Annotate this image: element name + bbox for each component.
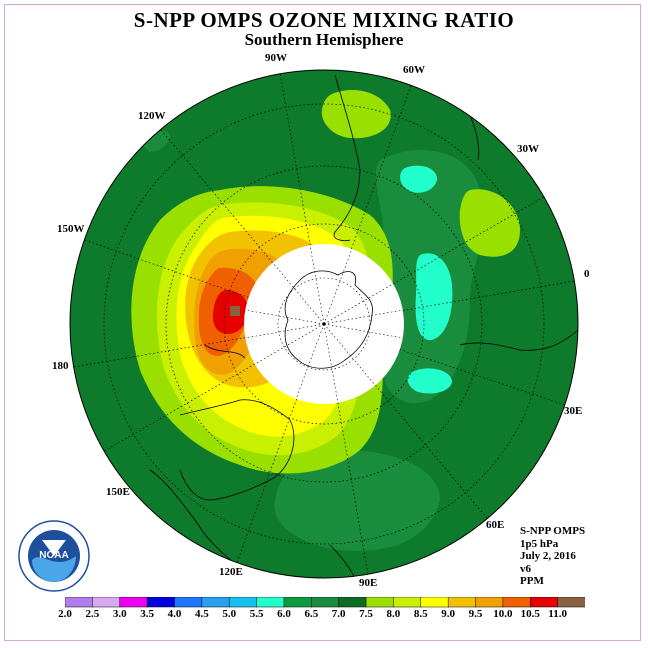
lon-label-30e: 30E xyxy=(564,405,583,417)
colorbar-swatch-6 xyxy=(228,597,258,608)
colorbar-swatch-0 xyxy=(65,597,94,608)
south-america-coast xyxy=(333,74,361,242)
colorbar-tick-label: 3.0 xyxy=(112,608,127,620)
level-6.0-spot-3 xyxy=(407,368,452,394)
colorbar-swatch-4 xyxy=(174,597,203,608)
lon-label-180: 180 xyxy=(52,360,69,372)
lon-label-150e: 150E xyxy=(106,486,130,498)
info-date: July 2, 2016 xyxy=(520,550,576,562)
map-title: S-NPP OMPS OZONE MIXING RATIO xyxy=(133,8,515,32)
level-6.0-spot-2 xyxy=(415,253,453,341)
noaa-logo-text: NOAA xyxy=(39,550,68,561)
colorbar-tick-label: 4.0 xyxy=(167,608,182,620)
info-version: v6 xyxy=(520,562,531,575)
lon-label-120e: 120E xyxy=(219,566,243,578)
colorbar-swatch-18 xyxy=(557,597,585,608)
colorbar-tick-label: 11.0 xyxy=(548,608,567,620)
new-zealand-coast xyxy=(204,344,246,359)
colorbar-tick-label: 9.5 xyxy=(468,608,483,620)
colorbar-tick-label: 2.5 xyxy=(85,608,100,620)
colorbar-tick-label: 3.5 xyxy=(140,608,154,620)
level-6.5-north-region xyxy=(274,450,440,551)
south-pole-marker xyxy=(322,322,326,326)
info-level: 1p5 hPa xyxy=(520,537,559,550)
level-11.0-spot xyxy=(230,306,240,316)
colorbar-tick-label: 6.5 xyxy=(304,608,319,620)
lon-label-150w: 150W xyxy=(57,223,85,235)
colorbar-swatch-5 xyxy=(201,597,230,608)
lon-label-60w: 60W xyxy=(403,64,425,76)
india-coast xyxy=(329,544,361,578)
colorbar-tick-label: 10.0 xyxy=(493,608,513,620)
polar-graticule xyxy=(244,244,404,404)
colorbar-swatch-8 xyxy=(283,597,313,608)
colorbar-swatch-17 xyxy=(530,597,559,608)
colorbar-tick-label: 7.0 xyxy=(331,608,346,620)
colorbar-tick-label: 5.5 xyxy=(249,608,264,620)
colorbar-swatch-15 xyxy=(475,597,504,608)
map-boundary xyxy=(69,69,579,579)
info-block: S-NPP OMPS 1p5 hPa July 2, 2016 v6 PPM xyxy=(520,525,585,588)
colorbar-swatch-16 xyxy=(502,597,532,608)
lon-label-60e: 60E xyxy=(486,519,505,531)
colorbar-swatch-11 xyxy=(365,597,395,608)
lon-label-120w: 120W xyxy=(138,110,166,122)
level-7.5-south-america-patch xyxy=(321,90,391,139)
colorbar-swatch-1 xyxy=(92,597,121,608)
colorbar-tick-label: 5.0 xyxy=(222,608,237,620)
colorbar-tick-label: 9.0 xyxy=(441,608,456,620)
colorbar-tick-label: 4.5 xyxy=(194,608,209,620)
colorbar-tick-label: 8.0 xyxy=(386,608,401,620)
colorbar-swatch-7 xyxy=(256,597,285,608)
colorbar-tick-label: 7.5 xyxy=(359,608,373,620)
colorbar-swatch-3 xyxy=(146,597,176,608)
lon-label-0: 0 xyxy=(584,268,590,280)
info-units: PPM xyxy=(520,575,544,587)
level-7.5-atlantic-patch xyxy=(459,189,520,257)
colorbar xyxy=(65,597,585,608)
lon-label-90e: 90E xyxy=(359,577,378,589)
australia-coast xyxy=(179,399,295,501)
info-instrument: S-NPP OMPS xyxy=(520,525,586,537)
map-subtitle: Southern Hemisphere xyxy=(244,30,404,49)
lon-label-30w: 30W xyxy=(517,143,539,155)
colorbar-swatch-10 xyxy=(338,597,367,608)
noaa-logo: NOAA xyxy=(18,520,90,592)
colorbar-tick-label: 2.0 xyxy=(58,608,72,620)
colorbar-tick-label: 8.5 xyxy=(413,608,428,620)
colorbar-swatch-2 xyxy=(119,597,148,608)
lon-label-90w: 90W xyxy=(265,52,287,64)
antarctica-coastline xyxy=(284,270,373,369)
colorbar-swatch-14 xyxy=(447,597,477,608)
colorbar-swatch-12 xyxy=(393,597,422,608)
colorbar-tick-label: 10.5 xyxy=(520,608,540,620)
colorbar-swatch-9 xyxy=(311,597,340,608)
colorbar-swatch-13 xyxy=(420,597,449,608)
colorbar-tick-label: 6.0 xyxy=(277,608,291,620)
page-frame xyxy=(4,4,641,641)
africa-south-coast xyxy=(459,329,578,351)
level-6.0-spot-1 xyxy=(400,165,438,193)
